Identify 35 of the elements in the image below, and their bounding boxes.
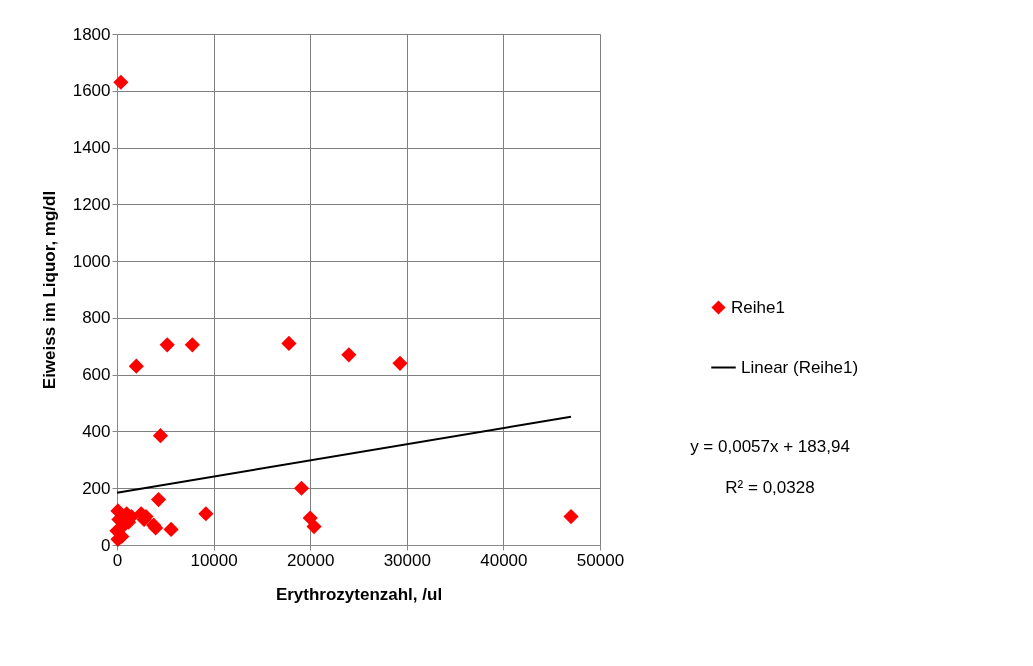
y-tick-label: 400	[82, 421, 111, 441]
y-tick-label: 1400	[72, 138, 111, 158]
point	[281, 335, 297, 352]
text: y = 0,0057x + 183,94	[690, 437, 850, 456]
y-tick-label: 1600	[72, 81, 111, 101]
x-tick-label: 30000	[383, 550, 431, 570]
y-tick-label: 800	[82, 308, 111, 328]
point	[563, 509, 579, 525]
point	[341, 347, 357, 363]
point	[392, 355, 408, 371]
x-tick-label: 50000	[576, 550, 625, 570]
y-tick-label: 1000	[72, 251, 111, 271]
legend-label: Reihe1	[731, 297, 785, 317]
x-tick-label: 40000	[480, 550, 528, 570]
y-axis-title: Eiweiss im Liquor, mg/dl	[39, 190, 59, 390]
x-tick-label: 20000	[287, 550, 335, 570]
point	[198, 506, 214, 522]
point	[128, 358, 144, 374]
point	[113, 74, 129, 90]
point	[306, 518, 322, 535]
point	[152, 428, 169, 444]
x-axis-title: Erythrozytenzahl, /ul	[275, 584, 443, 604]
point	[293, 480, 310, 496]
y-tick-label: 0	[101, 535, 111, 555]
legend-label: Linear (Reihe1)	[741, 357, 859, 377]
point	[159, 337, 175, 353]
y-tick-label: 1200	[72, 194, 111, 214]
point	[150, 491, 167, 508]
y-tick-label: 1800	[72, 24, 111, 44]
y-tick-label: 600	[82, 365, 111, 385]
point	[184, 337, 200, 353]
text: R² = 0,0328	[725, 478, 815, 497]
point	[163, 521, 179, 537]
y-tick-label: 200	[82, 478, 111, 498]
x-tick-label: 10000	[190, 550, 238, 570]
